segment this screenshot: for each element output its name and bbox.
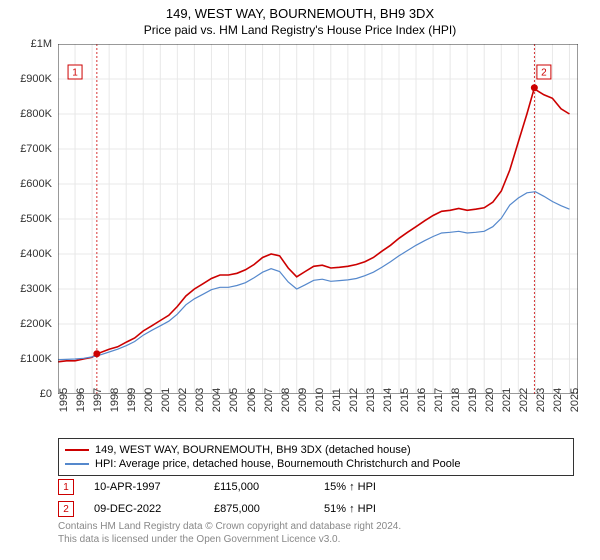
event-hpi: 51% ↑ HPI [324,503,414,515]
x-tick-label: 2024 [552,388,564,412]
x-tick-label: 2017 [433,388,445,412]
legend-label: HPI: Average price, detached house, Bour… [95,458,460,470]
footer-line1: Contains HM Land Registry data © Crown c… [58,520,574,533]
legend-item: HPI: Average price, detached house, Bour… [65,457,567,471]
x-tick-label: 2019 [467,388,479,412]
legend: 149, WEST WAY, BOURNEMOUTH, BH9 3DX (det… [58,438,574,476]
y-tick-label: £500K [20,213,52,225]
x-tick-label: 1997 [92,388,104,412]
event-hpi: 15% ↑ HPI [324,481,414,493]
y-tick-label: £0 [40,388,52,400]
y-tick-label: £700K [20,143,52,155]
x-tick-label: 2012 [348,388,360,412]
y-tick-label: £200K [20,318,52,330]
x-tick-label: 1998 [109,388,121,412]
event-row: 2 09-DEC-2022 £875,000 51% ↑ HPI [58,498,574,520]
y-axis: £0£100K£200K£300K£400K£500K£600K£700K£80… [0,44,56,394]
svg-text:1: 1 [72,68,78,79]
x-tick-label: 2016 [416,388,428,412]
legend-swatch [65,449,89,451]
x-tick-label: 2004 [211,388,223,412]
legend-swatch [65,463,89,465]
x-tick-label: 1996 [75,388,87,412]
y-tick-label: £300K [20,283,52,295]
legend-label: 149, WEST WAY, BOURNEMOUTH, BH9 3DX (det… [95,444,411,456]
y-tick-label: £900K [20,73,52,85]
x-tick-label: 2025 [569,388,581,412]
event-date: 09-DEC-2022 [94,503,194,515]
x-tick-label: 2022 [518,388,530,412]
y-tick-label: £100K [20,353,52,365]
y-tick-label: £1M [31,38,52,50]
x-tick-label: 2023 [535,388,547,412]
x-tick-label: 2001 [160,388,172,412]
x-tick-label: 2011 [331,388,343,412]
x-tick-label: 2014 [382,388,394,412]
footer-attribution: Contains HM Land Registry data © Crown c… [58,520,574,546]
x-tick-label: 2009 [297,388,309,412]
event-date: 10-APR-1997 [94,481,194,493]
x-tick-label: 2008 [280,388,292,412]
y-tick-label: £800K [20,108,52,120]
footer-line2: This data is licensed under the Open Gov… [58,533,574,546]
chart-svg: 12 [58,44,578,394]
legend-item: 149, WEST WAY, BOURNEMOUTH, BH9 3DX (det… [65,443,567,457]
x-tick-label: 2013 [365,388,377,412]
chart-title-main: 149, WEST WAY, BOURNEMOUTH, BH9 3DX [0,0,600,21]
x-tick-label: 2000 [143,388,155,412]
svg-text:2: 2 [541,68,547,79]
chart-title-sub: Price paid vs. HM Land Registry's House … [0,21,600,37]
x-tick-label: 2005 [228,388,240,412]
chart-plot-area: 12 [58,44,578,394]
x-tick-label: 2003 [194,388,206,412]
y-tick-label: £400K [20,248,52,260]
x-tick-label: 1995 [58,388,70,412]
x-tick-label: 1999 [126,388,138,412]
event-marker: 2 [58,501,74,517]
x-tick-label: 2006 [246,388,258,412]
x-tick-label: 2020 [484,388,496,412]
event-price: £875,000 [214,503,304,515]
x-tick-label: 2002 [177,388,189,412]
y-tick-label: £600K [20,178,52,190]
x-tick-label: 2021 [501,388,513,412]
x-tick-label: 2018 [450,388,462,412]
event-price: £115,000 [214,481,304,493]
events-table: 1 10-APR-1997 £115,000 15% ↑ HPI 2 09-DEC-202… [58,476,574,520]
x-tick-label: 2007 [263,388,275,412]
event-marker: 1 [58,479,74,495]
x-axis: 1995199619971998199920002001200220032004… [58,396,578,436]
x-tick-label: 2015 [399,388,411,412]
event-row: 1 10-APR-1997 £115,000 15% ↑ HPI [58,476,574,498]
x-tick-label: 2010 [314,388,326,412]
